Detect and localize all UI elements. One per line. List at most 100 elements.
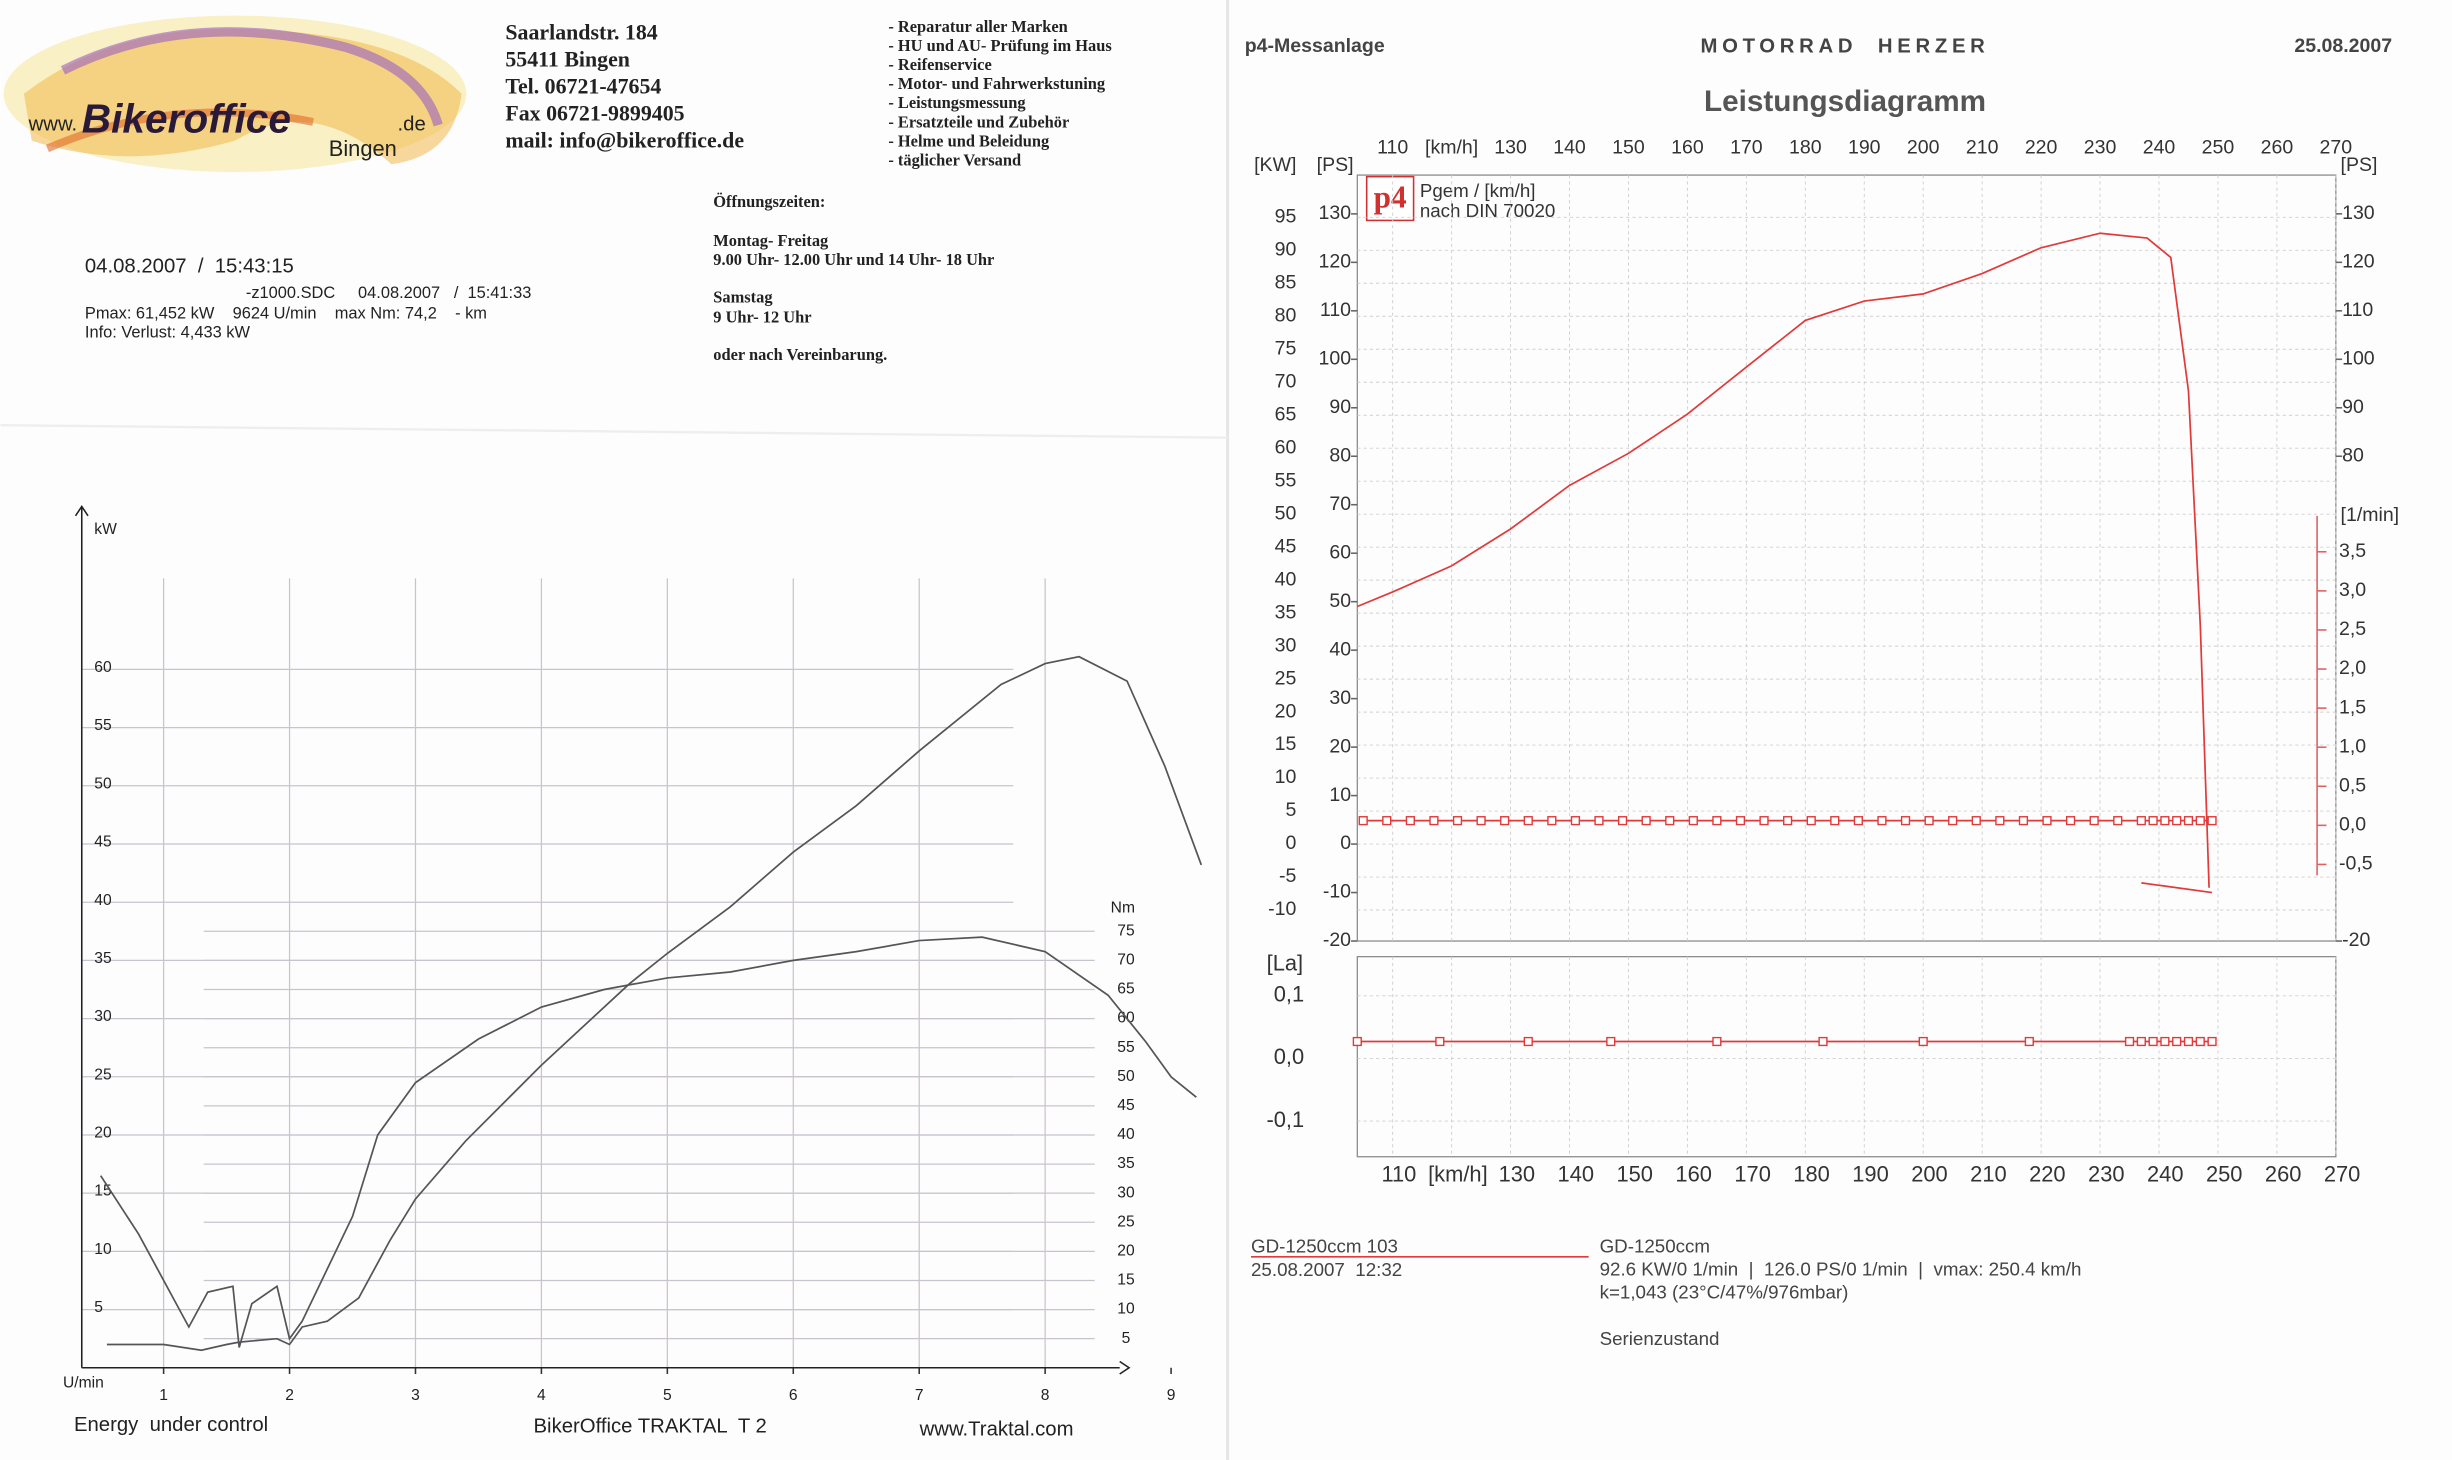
y3-tick-label: 3,0 bbox=[2339, 579, 2366, 601]
p4-logo: p4 bbox=[1365, 175, 1415, 222]
x-tick-label: 160 bbox=[1675, 1161, 1712, 1186]
x-tick-label: 260 bbox=[2261, 137, 2294, 159]
y-axis-title: [KW] bbox=[1254, 154, 1296, 176]
x-tick-label: 1 bbox=[159, 1387, 168, 1404]
x-tick-label: 270 bbox=[2320, 137, 2353, 159]
service-item: - täglicher Versand bbox=[888, 150, 1021, 169]
y-tick-label: 10 bbox=[94, 1241, 112, 1258]
x-tick-label: 170 bbox=[1730, 137, 1763, 159]
legend-detail: 92.6 KW/0 1/min | 126.0 PS/0 1/min | vma… bbox=[1600, 1258, 2082, 1279]
y-tick-label: -10 bbox=[1268, 898, 1296, 920]
series-marker bbox=[1382, 816, 1392, 826]
y2-right-tick-label: -20 bbox=[2342, 929, 2370, 951]
x-tick-label: 180 bbox=[1789, 137, 1822, 159]
opening-hours: oder nach Vereinbarung. bbox=[713, 345, 887, 364]
series-marker bbox=[2172, 1036, 2182, 1047]
y-tick-label: 5 bbox=[94, 1299, 103, 1316]
y-axis-title: kW bbox=[94, 521, 117, 538]
series-marker bbox=[2207, 816, 2217, 826]
y-tick-label: 55 bbox=[1275, 469, 1297, 491]
series-marker bbox=[2136, 1036, 2146, 1047]
paper-fold bbox=[0, 424, 1228, 439]
series-marker bbox=[1594, 816, 1604, 826]
x-tick-label: [km/h] bbox=[1428, 1161, 1488, 1186]
footer-text: Energy under control bbox=[74, 1414, 268, 1436]
y-tick-label: 0,1 bbox=[1274, 982, 1304, 1007]
y3-tick-label: 0,0 bbox=[2339, 814, 2366, 836]
legend-detail: k=1,043 (23°C/47%/976mbar) bbox=[1600, 1282, 1849, 1303]
x-tick-label: 250 bbox=[2202, 137, 2235, 159]
x-axis-arrow bbox=[1119, 1360, 1131, 1375]
y-tick-label: 30 bbox=[94, 1008, 112, 1025]
y3-axis-title: [1/min] bbox=[2341, 504, 2400, 526]
series-marker bbox=[1877, 816, 1887, 826]
y2-tick-label: 20 bbox=[1117, 1243, 1135, 1260]
y3-tick-label: 3,5 bbox=[2339, 540, 2366, 562]
y2-tick-label: 35 bbox=[1117, 1155, 1135, 1172]
series-marker bbox=[1853, 816, 1863, 826]
opening-hours: Öffnungszeiten: bbox=[713, 192, 825, 211]
series-marker bbox=[1712, 816, 1722, 826]
logo-caption: Pgem / [km/h] bbox=[1420, 180, 1536, 201]
logo-caption: nach DIN 70020 bbox=[1420, 200, 1556, 221]
series-marker bbox=[1948, 816, 1958, 826]
y2-tick-label: 120 bbox=[1318, 250, 1351, 272]
series-marker bbox=[1924, 816, 1934, 826]
y-tick-label: 55 bbox=[94, 717, 112, 734]
series-marker bbox=[2172, 816, 2182, 826]
y-tick-label: 65 bbox=[1275, 403, 1297, 425]
address-line: Fax 06721-9899405 bbox=[505, 102, 684, 126]
y2-axis-title: [PS] bbox=[1317, 154, 1354, 176]
y-tick-label: 90 bbox=[1275, 238, 1297, 260]
header-date: 25.08.2007 bbox=[2294, 35, 2392, 57]
x-tick-label: 220 bbox=[2025, 137, 2058, 159]
x-tick-label: 240 bbox=[2143, 137, 2176, 159]
y2-tick-label: 110 bbox=[1320, 299, 1351, 321]
y2-tick-label: 90 bbox=[1329, 396, 1351, 418]
y3-tick-label: 1,0 bbox=[2339, 735, 2366, 757]
legend-run: 25.08.2007 12:32 bbox=[1251, 1259, 1402, 1280]
series-marker bbox=[2113, 816, 2123, 826]
series-marker bbox=[1806, 816, 1816, 826]
y2-tick-label: 60 bbox=[1329, 541, 1351, 563]
series-line bbox=[99, 936, 1197, 1348]
series-marker bbox=[1358, 816, 1368, 826]
series-line bbox=[2141, 882, 2213, 894]
series-marker bbox=[1606, 1036, 1616, 1047]
series-marker bbox=[1665, 816, 1675, 826]
service-item: - Motor- und Fahrwerkstuning bbox=[888, 74, 1106, 93]
series-marker bbox=[1918, 1036, 1928, 1047]
x-tick-label: 190 bbox=[1848, 137, 1881, 159]
series-marker bbox=[2148, 816, 2158, 826]
legend-detail: GD-1250ccm bbox=[1600, 1235, 1710, 1256]
x-tick-label: 160 bbox=[1671, 137, 1704, 159]
x-tick-label: 9 bbox=[1167, 1387, 1176, 1404]
y-tick-label: 30 bbox=[1275, 634, 1297, 656]
series-marker bbox=[2136, 816, 2146, 826]
series-marker bbox=[2195, 816, 2205, 826]
logo-name: Bikeroffice bbox=[82, 96, 291, 142]
service-item: - Leistungsmessung bbox=[888, 93, 1026, 112]
y2-tick-label: 10 bbox=[1329, 784, 1351, 806]
series-marker bbox=[2124, 1036, 2135, 1047]
y-tick-label: -5 bbox=[1279, 865, 1296, 887]
chart-title: Leistungsdiagramm bbox=[1704, 85, 1986, 118]
series-marker bbox=[1500, 816, 1510, 826]
y-tick-label: 5 bbox=[1285, 799, 1296, 821]
y2-right-tick-label: 100 bbox=[2342, 347, 2375, 369]
y2-tick-label: 70 bbox=[1329, 493, 1351, 515]
x-tick-label: 180 bbox=[1793, 1161, 1830, 1186]
series-marker bbox=[1735, 816, 1746, 826]
series-marker bbox=[1570, 816, 1581, 826]
y2-right-tick-label: 130 bbox=[2342, 202, 2375, 224]
y-tick-label: 45 bbox=[1275, 535, 1297, 557]
y3-tick-label: 2,0 bbox=[2339, 657, 2366, 679]
y2-tick-label: 5 bbox=[1122, 1330, 1131, 1347]
y2-tick-label: 25 bbox=[1117, 1213, 1135, 1230]
service-item: - HU und AU- Prüfung im Haus bbox=[888, 36, 1111, 55]
x-tick-label: 140 bbox=[1553, 137, 1586, 159]
y2-tick-label: -10 bbox=[1323, 881, 1351, 903]
y3-tick-label: 0,5 bbox=[2339, 774, 2366, 796]
y2-right-axis-title: [PS] bbox=[2341, 154, 2378, 176]
y-tick-label: 35 bbox=[1275, 601, 1297, 623]
